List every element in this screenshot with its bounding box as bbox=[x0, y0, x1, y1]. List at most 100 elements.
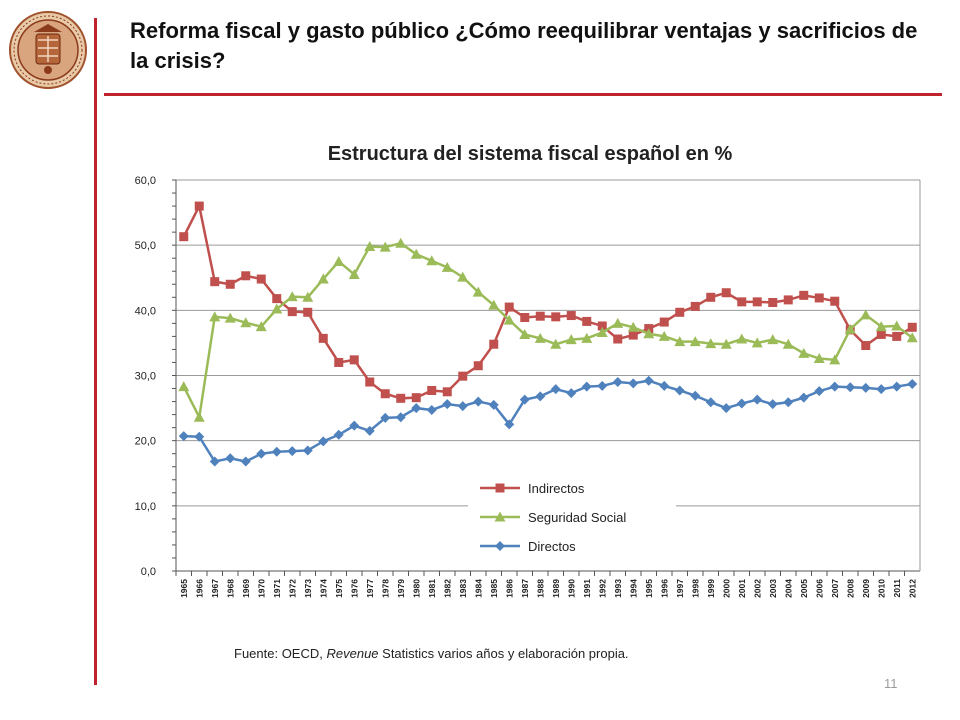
data-point-indirectos bbox=[737, 297, 747, 307]
data-point-seguridad-social bbox=[534, 332, 546, 343]
data-point-indirectos bbox=[442, 387, 452, 397]
legend-marker-seguridad-social bbox=[494, 511, 506, 522]
x-tick-label: 1995 bbox=[644, 579, 654, 598]
data-point-seguridad-social bbox=[364, 240, 376, 251]
x-tick-label: 1976 bbox=[349, 579, 359, 598]
data-point-indirectos bbox=[303, 307, 313, 317]
x-tick-label: 1973 bbox=[303, 579, 313, 598]
data-point-indirectos bbox=[814, 293, 824, 303]
x-tick-label: 1972 bbox=[287, 579, 297, 598]
x-tick-label: 2005 bbox=[799, 579, 809, 598]
x-tick-label: 1998 bbox=[690, 579, 700, 598]
data-point-indirectos bbox=[210, 277, 220, 287]
horizontal-accent-rule bbox=[104, 93, 942, 96]
data-point-seguridad-social bbox=[658, 330, 670, 341]
data-point-indirectos bbox=[721, 288, 731, 298]
data-point-seguridad-social bbox=[813, 353, 825, 364]
data-point-indirectos bbox=[675, 307, 685, 317]
data-point-indirectos bbox=[830, 296, 840, 306]
x-tick-label: 1992 bbox=[597, 579, 607, 598]
x-tick-label: 2003 bbox=[768, 579, 778, 598]
data-point-indirectos bbox=[349, 355, 359, 365]
data-point-indirectos bbox=[287, 307, 297, 317]
legend-marker-directos bbox=[495, 541, 505, 551]
data-point-directos bbox=[364, 425, 375, 436]
data-point-seguridad-social bbox=[426, 255, 438, 266]
data-point-directos bbox=[566, 388, 577, 399]
legend-label-seguridad-social: Seguridad Social bbox=[528, 510, 626, 525]
y-tick-label: 0,0 bbox=[141, 566, 156, 578]
data-point-seguridad-social bbox=[860, 309, 872, 320]
data-point-directos bbox=[581, 381, 592, 392]
data-point-indirectos bbox=[613, 334, 623, 344]
legend-label-directos: Directos bbox=[528, 539, 576, 554]
data-point-seguridad-social bbox=[782, 338, 794, 349]
data-point-indirectos bbox=[799, 290, 809, 300]
data-point-seguridad-social bbox=[519, 328, 531, 339]
data-point-indirectos bbox=[783, 295, 793, 305]
data-point-seguridad-social bbox=[302, 291, 314, 302]
x-tick-label: 1991 bbox=[582, 579, 592, 598]
data-point-seguridad-social bbox=[875, 321, 887, 332]
data-point-indirectos bbox=[318, 333, 328, 343]
data-point-directos bbox=[628, 378, 639, 389]
x-tick-label: 2001 bbox=[737, 579, 747, 598]
y-tick-label: 30,0 bbox=[135, 371, 156, 383]
data-point-directos bbox=[426, 405, 437, 416]
data-point-directos bbox=[767, 399, 778, 410]
page-number: 11 bbox=[884, 676, 898, 691]
x-tick-label: 2000 bbox=[721, 579, 731, 598]
data-point-seguridad-social bbox=[736, 333, 748, 344]
data-point-seguridad-social bbox=[596, 326, 608, 337]
data-point-seguridad-social bbox=[410, 248, 422, 259]
data-point-indirectos bbox=[535, 311, 545, 321]
data-point-directos bbox=[349, 420, 360, 431]
x-tick-label: 1971 bbox=[272, 579, 282, 598]
data-point-seguridad-social bbox=[317, 273, 329, 284]
data-point-seguridad-social bbox=[240, 317, 252, 328]
data-point-directos bbox=[488, 399, 499, 410]
data-point-indirectos bbox=[690, 301, 700, 311]
data-point-directos bbox=[783, 397, 794, 408]
data-point-indirectos bbox=[473, 361, 483, 371]
x-tick-label: 1969 bbox=[241, 579, 251, 598]
data-point-seguridad-social bbox=[379, 241, 391, 252]
x-tick-label: 1986 bbox=[504, 579, 514, 598]
x-tick-label: 1978 bbox=[380, 579, 390, 598]
x-tick-label: 1979 bbox=[396, 579, 406, 598]
data-point-seguridad-social bbox=[751, 337, 763, 348]
data-point-seguridad-social bbox=[255, 321, 267, 332]
data-point-directos bbox=[876, 384, 887, 395]
data-point-indirectos bbox=[380, 389, 390, 399]
chart-title: Estructura del sistema fiscal español en… bbox=[328, 143, 733, 165]
data-point-directos bbox=[535, 391, 546, 402]
data-point-indirectos bbox=[520, 313, 530, 323]
data-point-seguridad-social bbox=[674, 336, 686, 347]
data-point-directos bbox=[302, 445, 313, 456]
x-tick-label: 2009 bbox=[861, 579, 871, 598]
data-point-seguridad-social bbox=[612, 317, 624, 328]
data-point-indirectos bbox=[628, 330, 638, 340]
data-point-seguridad-social bbox=[441, 261, 453, 272]
x-tick-label: 1974 bbox=[318, 579, 328, 598]
data-point-indirectos bbox=[179, 232, 189, 242]
x-tick-label: 1988 bbox=[535, 579, 545, 598]
data-point-indirectos bbox=[566, 311, 576, 321]
data-point-directos bbox=[240, 456, 251, 467]
data-point-directos bbox=[318, 436, 329, 447]
data-point-seguridad-social bbox=[286, 291, 298, 302]
data-point-directos bbox=[194, 431, 205, 442]
data-point-seguridad-social bbox=[906, 332, 918, 343]
data-point-seguridad-social bbox=[581, 332, 593, 343]
data-point-directos bbox=[504, 419, 515, 430]
data-point-indirectos bbox=[241, 271, 251, 281]
data-point-directos bbox=[736, 398, 747, 409]
data-point-directos bbox=[519, 394, 530, 405]
data-point-directos bbox=[907, 378, 918, 389]
data-point-directos bbox=[457, 401, 468, 412]
data-point-indirectos bbox=[504, 302, 514, 312]
data-point-directos bbox=[705, 397, 716, 408]
data-point-seguridad-social bbox=[503, 314, 515, 325]
data-point-indirectos bbox=[225, 279, 235, 289]
data-point-indirectos bbox=[768, 298, 778, 308]
